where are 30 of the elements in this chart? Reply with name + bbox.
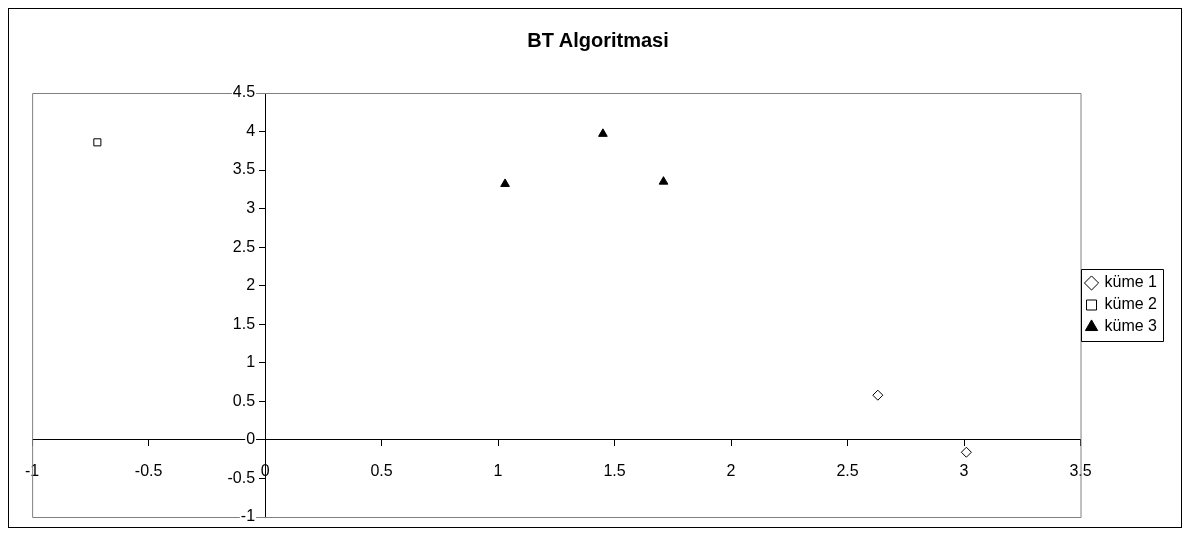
x-tick-label: 3 xyxy=(959,461,969,479)
y-tick-label: 2 xyxy=(246,276,256,294)
x-tick-label: 3.5 xyxy=(1069,461,1092,479)
y-tick-label: 0 xyxy=(246,430,256,448)
y-tick-label: 0.5 xyxy=(232,391,256,409)
point xyxy=(598,128,608,137)
y-tick-label: 4.5 xyxy=(232,83,256,101)
y-tick-label: 3.5 xyxy=(232,160,256,178)
y-tick-label: 1 xyxy=(246,353,256,371)
x-tick-label: -1 xyxy=(25,461,40,479)
point xyxy=(960,446,972,458)
legend-label: küme 1 xyxy=(1104,273,1158,291)
y-tick-label: 4 xyxy=(246,121,256,139)
y-tick-label: -1 xyxy=(240,507,256,525)
x-tick-label: 0.5 xyxy=(370,461,393,479)
y-tick-label: 2.5 xyxy=(232,237,256,255)
point xyxy=(93,138,102,147)
x-tick-label: -0.5 xyxy=(134,461,163,479)
point xyxy=(658,176,669,185)
x-tick-label: 1.5 xyxy=(603,461,626,479)
point xyxy=(500,178,510,187)
legend-label: küme 2 xyxy=(1104,295,1158,313)
x-tick-label: 2 xyxy=(726,461,736,479)
x-tick-label: 2.5 xyxy=(836,461,859,479)
y-tick-label: 3 xyxy=(246,199,256,217)
chart-title: BT Algoritmasi xyxy=(527,28,669,51)
point xyxy=(872,389,884,401)
x-tick-label: 1 xyxy=(493,461,503,479)
y-tick-label: 1.5 xyxy=(232,314,256,332)
legend-label: küme 3 xyxy=(1104,317,1158,335)
